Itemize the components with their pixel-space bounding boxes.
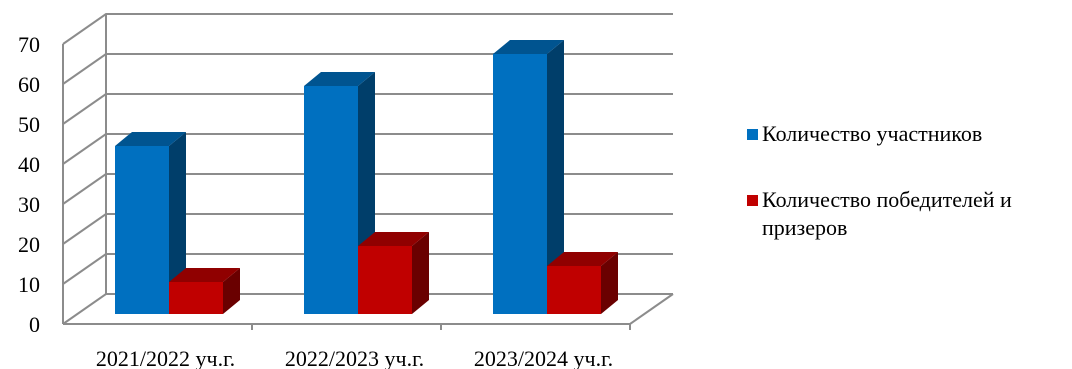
bar-participants	[493, 40, 564, 314]
y-tick-label: 30	[18, 192, 40, 217]
chart-axes	[62, 14, 674, 330]
x-category-label: 2023/2024 уч.г.	[474, 346, 613, 369]
chart-bars	[115, 40, 618, 314]
chart-labels: 0 10 20 30 40 50 60 70 2021/2022 уч.г. 2022/2023 …	[18, 32, 613, 369]
x-category-label: 2022/2023 уч.г.	[285, 346, 424, 369]
chart-legend: Количество участников Количество победит…	[744, 120, 1072, 280]
gridline	[62, 13, 673, 45]
y-tick-label: 60	[18, 72, 40, 97]
bar-winners	[358, 232, 429, 314]
x-category-label: 2021/2022 уч.г.	[96, 346, 235, 369]
legend-item-winners: Количество победителей и призеров	[744, 186, 1072, 242]
y-tick-label: 10	[18, 272, 40, 297]
y-tick-label: 70	[18, 32, 40, 57]
y-tick-label: 50	[18, 112, 40, 137]
legend-swatch-winners	[747, 195, 758, 206]
legend-item-participants: Количество участников	[744, 120, 1072, 148]
bar-winners	[169, 268, 240, 314]
legend-label-winners: Количество победителей и призеров	[762, 187, 1012, 240]
y-tick-label: 0	[29, 312, 40, 337]
bar-participants	[115, 132, 186, 314]
bar-winners	[547, 252, 618, 314]
y-tick-label: 20	[18, 232, 40, 257]
legend-label-participants: Количество участников	[762, 121, 983, 146]
floor-edge	[629, 293, 674, 325]
legend-swatch-participants	[747, 129, 758, 140]
y-tick-label: 40	[18, 152, 40, 177]
